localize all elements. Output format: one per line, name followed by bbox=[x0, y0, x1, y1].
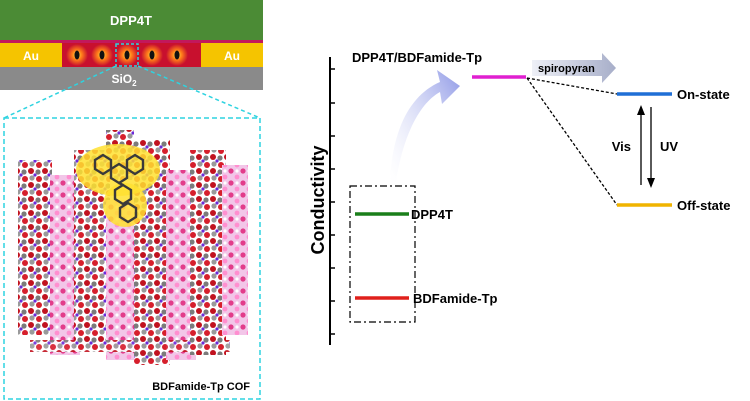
dpp4t-layer bbox=[0, 0, 263, 40]
channel-pores bbox=[66, 44, 188, 66]
dpp4t-layer-label: DPP4T bbox=[110, 13, 152, 28]
dpp4t-level-label: DPP4T bbox=[411, 207, 453, 222]
au-electrode-left bbox=[0, 43, 62, 67]
conductivity-diagram: Conductivity DPP4T BDFamide-Tp DPP4T/BDF… bbox=[308, 50, 730, 345]
device-schematic: DPP4T Au Au SiO2 bbox=[0, 0, 263, 90]
cof-stack-illustration bbox=[18, 130, 248, 365]
au-left-label: Au bbox=[23, 49, 39, 63]
sio2-substrate bbox=[0, 67, 263, 90]
components-box bbox=[349, 185, 416, 323]
off-state-label: Off-state bbox=[677, 198, 730, 213]
composite-label: DPP4T/BDFamide-Tp bbox=[352, 50, 482, 65]
uv-label: UV bbox=[660, 139, 678, 154]
vis-arrow-up bbox=[637, 105, 645, 185]
spiropyran-label: spiropyran bbox=[538, 63, 595, 75]
cof-caption: BDFamide-Tp COF bbox=[152, 381, 250, 393]
dash-to-off bbox=[526, 77, 618, 206]
zoom-selection-box bbox=[115, 43, 139, 67]
dash-to-on bbox=[526, 77, 618, 95]
sio2-label: SiO2 bbox=[111, 72, 137, 88]
spiropyran-arrow bbox=[532, 53, 616, 83]
y-axis-ticks bbox=[330, 68, 335, 335]
au-electrode-right bbox=[201, 43, 263, 67]
interface-strip bbox=[0, 40, 263, 43]
curved-arrow bbox=[390, 70, 460, 182]
vis-label: Vis bbox=[612, 139, 631, 154]
bdfamide-level-label: BDFamide-Tp bbox=[413, 291, 498, 306]
zoom-panel: BDFamide-Tp COF bbox=[3, 65, 261, 400]
uv-arrow-down bbox=[647, 107, 655, 188]
zoom-line-right bbox=[137, 65, 261, 119]
y-axis-label: Conductivity bbox=[308, 145, 328, 254]
on-state-label: On-state bbox=[677, 87, 730, 102]
au-right-label: Au bbox=[224, 49, 240, 63]
